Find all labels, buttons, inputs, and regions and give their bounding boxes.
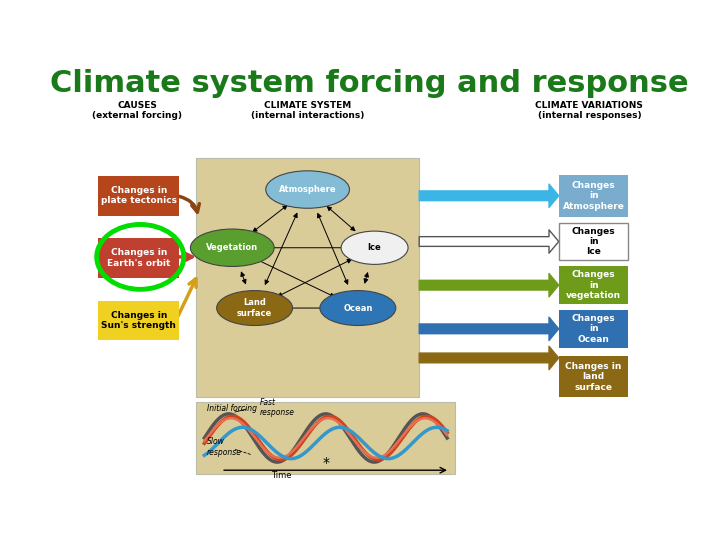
FancyArrowPatch shape (278, 259, 351, 296)
FancyBboxPatch shape (559, 175, 629, 217)
Text: Ocean: Ocean (343, 303, 372, 313)
Text: CLIMATE SYSTEM
(internal interactions): CLIMATE SYSTEM (internal interactions) (251, 101, 364, 120)
FancyBboxPatch shape (559, 356, 629, 397)
FancyBboxPatch shape (559, 310, 629, 348)
FancyArrowPatch shape (328, 207, 355, 231)
FancyArrowPatch shape (256, 259, 334, 297)
Ellipse shape (217, 291, 292, 326)
Text: Land
surface: Land surface (237, 298, 272, 318)
Text: Initial forcing: Initial forcing (207, 404, 257, 413)
FancyBboxPatch shape (99, 301, 179, 340)
FancyArrowPatch shape (241, 272, 246, 284)
FancyArrowPatch shape (281, 306, 332, 310)
Text: Changes in
land
surface: Changes in land surface (565, 362, 622, 392)
Text: Changes in
Sun's strength: Changes in Sun's strength (102, 311, 176, 330)
FancyArrowPatch shape (258, 246, 348, 249)
Ellipse shape (190, 229, 274, 266)
FancyBboxPatch shape (196, 402, 456, 474)
Text: Changes
in
Ocean: Changes in Ocean (572, 314, 616, 344)
FancyArrowPatch shape (364, 273, 369, 283)
Ellipse shape (266, 171, 349, 208)
Text: Fast
response: Fast response (260, 398, 295, 417)
FancyBboxPatch shape (559, 223, 629, 260)
FancyBboxPatch shape (99, 176, 179, 215)
Text: Atmosphere: Atmosphere (279, 185, 336, 194)
FancyBboxPatch shape (559, 266, 629, 304)
Text: Time: Time (271, 471, 292, 480)
Text: Ice: Ice (368, 243, 382, 252)
Text: Slow
response: Slow response (207, 437, 242, 457)
Text: CAUSES
(external forcing): CAUSES (external forcing) (92, 101, 182, 120)
Ellipse shape (320, 291, 396, 326)
FancyBboxPatch shape (99, 238, 179, 278)
Text: Changes in
plate tectonics: Changes in plate tectonics (101, 186, 177, 206)
Text: Changes
in
Ice: Changes in Ice (572, 227, 616, 256)
Text: Vegetation: Vegetation (206, 243, 258, 252)
Ellipse shape (341, 231, 408, 265)
Text: Changes
in
vegetation: Changes in vegetation (566, 271, 621, 300)
FancyBboxPatch shape (196, 158, 419, 397)
Text: Changes in
Earth's orbit: Changes in Earth's orbit (107, 248, 171, 268)
FancyArrowPatch shape (265, 213, 297, 284)
Text: Changes
in
Atmosphere: Changes in Atmosphere (562, 181, 624, 211)
FancyArrowPatch shape (253, 206, 287, 232)
Text: *: * (323, 456, 329, 470)
FancyArrowPatch shape (318, 213, 348, 284)
Text: Climate system forcing and response: Climate system forcing and response (50, 69, 688, 98)
Text: CLIMATE VARIATIONS
(internal responses): CLIMATE VARIATIONS (internal responses) (536, 101, 644, 120)
